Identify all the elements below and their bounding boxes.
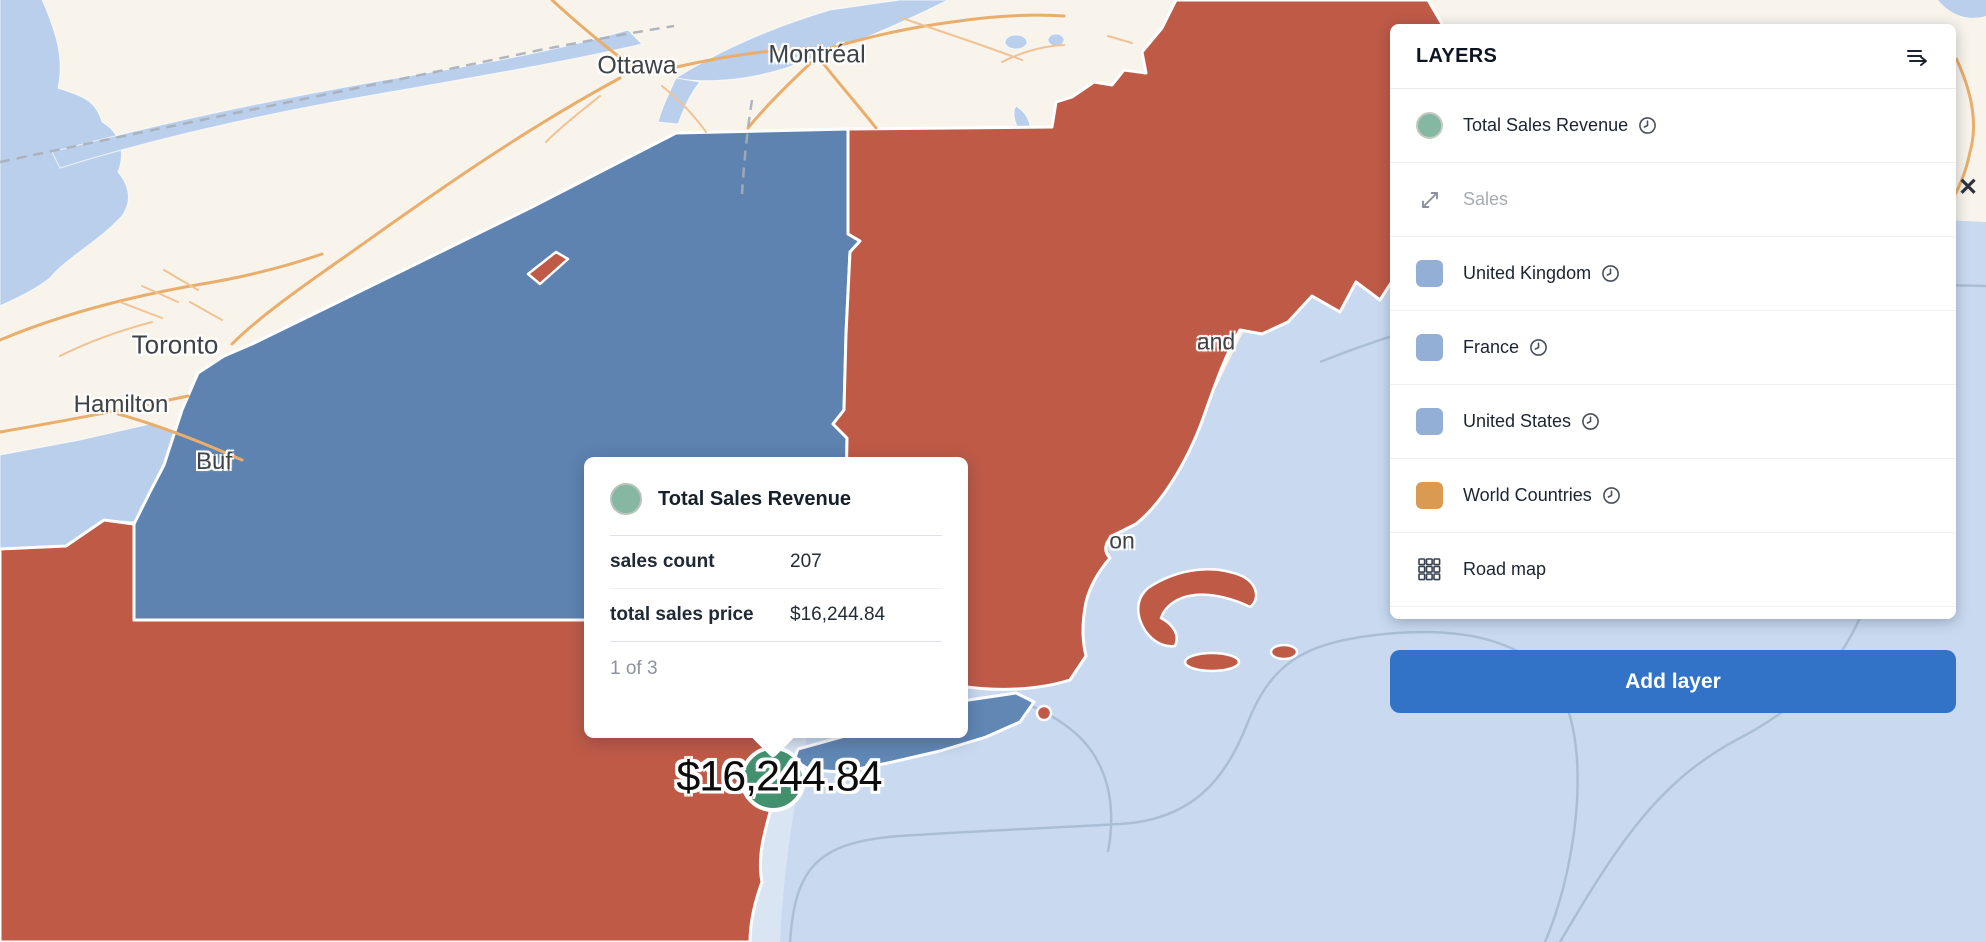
layer-label: France xyxy=(1463,337,1520,357)
popup-title: Total Sales Revenue xyxy=(658,487,852,510)
layer-swatch[interactable] xyxy=(1416,482,1443,509)
layer-row-united-states[interactable]: United States xyxy=(1390,385,1956,459)
layer-label: United Kingdom xyxy=(1463,263,1592,283)
close-icon[interactable]: ✕ xyxy=(1958,174,1979,201)
layers-list: Total Sales Revenue Sales United Kingdom Fr… xyxy=(1390,89,1956,619)
road-lines xyxy=(0,0,1066,462)
minor-road-lines xyxy=(59,17,1133,357)
layer-row-sales[interactable]: Sales xyxy=(1390,163,1956,237)
popup-stats: sales count 207 total sales price $16,244.8… xyxy=(610,536,942,642)
clock-icon[interactable] xyxy=(1638,116,1657,135)
layer-row-total-sales-revenue[interactable]: Total Sales Revenue xyxy=(1390,89,1956,163)
popup-stat-row: sales count 207 xyxy=(610,536,942,589)
layer-row-world-countries[interactable]: World Countries xyxy=(1390,459,1956,533)
water-features xyxy=(0,0,1065,550)
cape-and-islands xyxy=(526,250,1299,722)
railway-lines xyxy=(0,24,754,195)
clock-icon[interactable] xyxy=(1602,486,1621,505)
st-lawrence-river xyxy=(674,0,949,82)
map-popup: Total Sales Revenue sales count 207 total … xyxy=(584,457,968,738)
layer-label: World Countries xyxy=(1463,485,1592,505)
clock-icon[interactable] xyxy=(1601,264,1620,283)
diagonal-arrows-icon xyxy=(1416,186,1443,213)
layer-label: Road map xyxy=(1463,559,1547,579)
clock-icon[interactable] xyxy=(1529,338,1548,357)
stat-label: total sales price xyxy=(610,604,754,625)
popup-pagination[interactable]: 1 of 3 xyxy=(610,658,658,679)
stat-value: $16,244.84 xyxy=(790,604,886,625)
stat-label: sales count xyxy=(610,551,715,572)
layer-swatch[interactable] xyxy=(1416,334,1443,361)
add-layer-button[interactable]: Add layer xyxy=(1390,650,1956,713)
layer-color-dot xyxy=(610,483,642,515)
layers-panel-header: LAYERS xyxy=(1390,24,1956,89)
layer-swatch[interactable] xyxy=(1416,408,1443,435)
layer-swatch[interactable] xyxy=(1416,260,1443,287)
layers-panel-title: LAYERS xyxy=(1416,44,1498,67)
ottawa-river xyxy=(51,29,643,169)
marker-value-label[interactable]: $16,244.84 xyxy=(676,752,882,801)
popup-stat-row: total sales price $16,244.84 xyxy=(610,589,942,642)
clock-icon[interactable] xyxy=(1581,412,1600,431)
layer-swatch[interactable] xyxy=(1416,112,1443,139)
popup-header: Total Sales Revenue xyxy=(610,483,942,536)
collapse-panel-icon[interactable] xyxy=(1904,44,1930,68)
layers-panel: LAYERS Total Sales Revenue Sales United Ki… xyxy=(1390,24,1956,619)
layer-label: Total Sales Revenue xyxy=(1463,115,1629,135)
layer-row-road-map[interactable]: Road map xyxy=(1390,533,1956,607)
grid-icon xyxy=(1416,556,1443,583)
layer-label: Sales xyxy=(1463,189,1509,209)
layer-row-france[interactable]: France xyxy=(1390,311,1956,385)
small-lake xyxy=(1004,34,1028,50)
layer-label: United States xyxy=(1463,411,1572,431)
layer-row-united-kingdom[interactable]: United Kingdom xyxy=(1390,237,1956,311)
stat-value: 207 xyxy=(790,551,822,572)
